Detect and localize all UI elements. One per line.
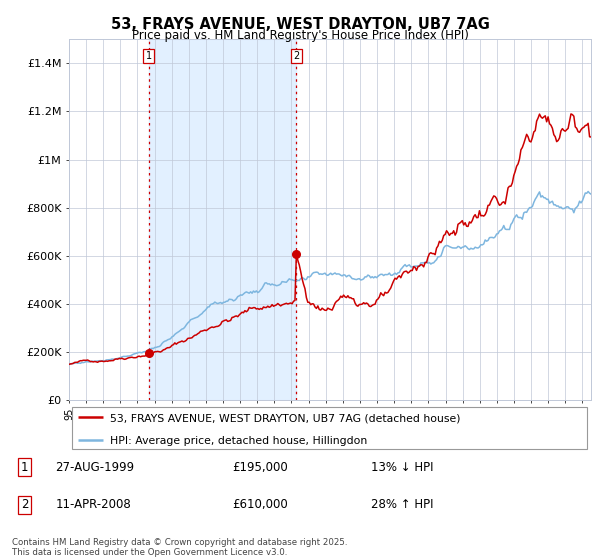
Text: 28% ↑ HPI: 28% ↑ HPI	[371, 498, 433, 511]
Text: 11-APR-2008: 11-APR-2008	[55, 498, 131, 511]
Text: 53, FRAYS AVENUE, WEST DRAYTON, UB7 7AG: 53, FRAYS AVENUE, WEST DRAYTON, UB7 7AG	[110, 17, 490, 32]
Text: 1: 1	[146, 51, 152, 61]
Text: 2: 2	[293, 51, 299, 61]
Text: 2: 2	[21, 498, 28, 511]
Text: 27-AUG-1999: 27-AUG-1999	[55, 461, 134, 474]
Text: 1: 1	[21, 461, 28, 474]
Text: 13% ↓ HPI: 13% ↓ HPI	[371, 461, 433, 474]
FancyBboxPatch shape	[71, 407, 587, 449]
Bar	[149, 39, 296, 400]
Text: Contains HM Land Registry data © Crown copyright and database right 2025.
This d: Contains HM Land Registry data © Crown c…	[12, 538, 347, 557]
Text: £610,000: £610,000	[232, 498, 288, 511]
Text: Price paid vs. HM Land Registry's House Price Index (HPI): Price paid vs. HM Land Registry's House …	[131, 29, 469, 42]
Text: £195,000: £195,000	[232, 461, 288, 474]
Text: 53, FRAYS AVENUE, WEST DRAYTON, UB7 7AG (detached house): 53, FRAYS AVENUE, WEST DRAYTON, UB7 7AG …	[110, 414, 460, 424]
Text: HPI: Average price, detached house, Hillingdon: HPI: Average price, detached house, Hill…	[110, 436, 367, 446]
